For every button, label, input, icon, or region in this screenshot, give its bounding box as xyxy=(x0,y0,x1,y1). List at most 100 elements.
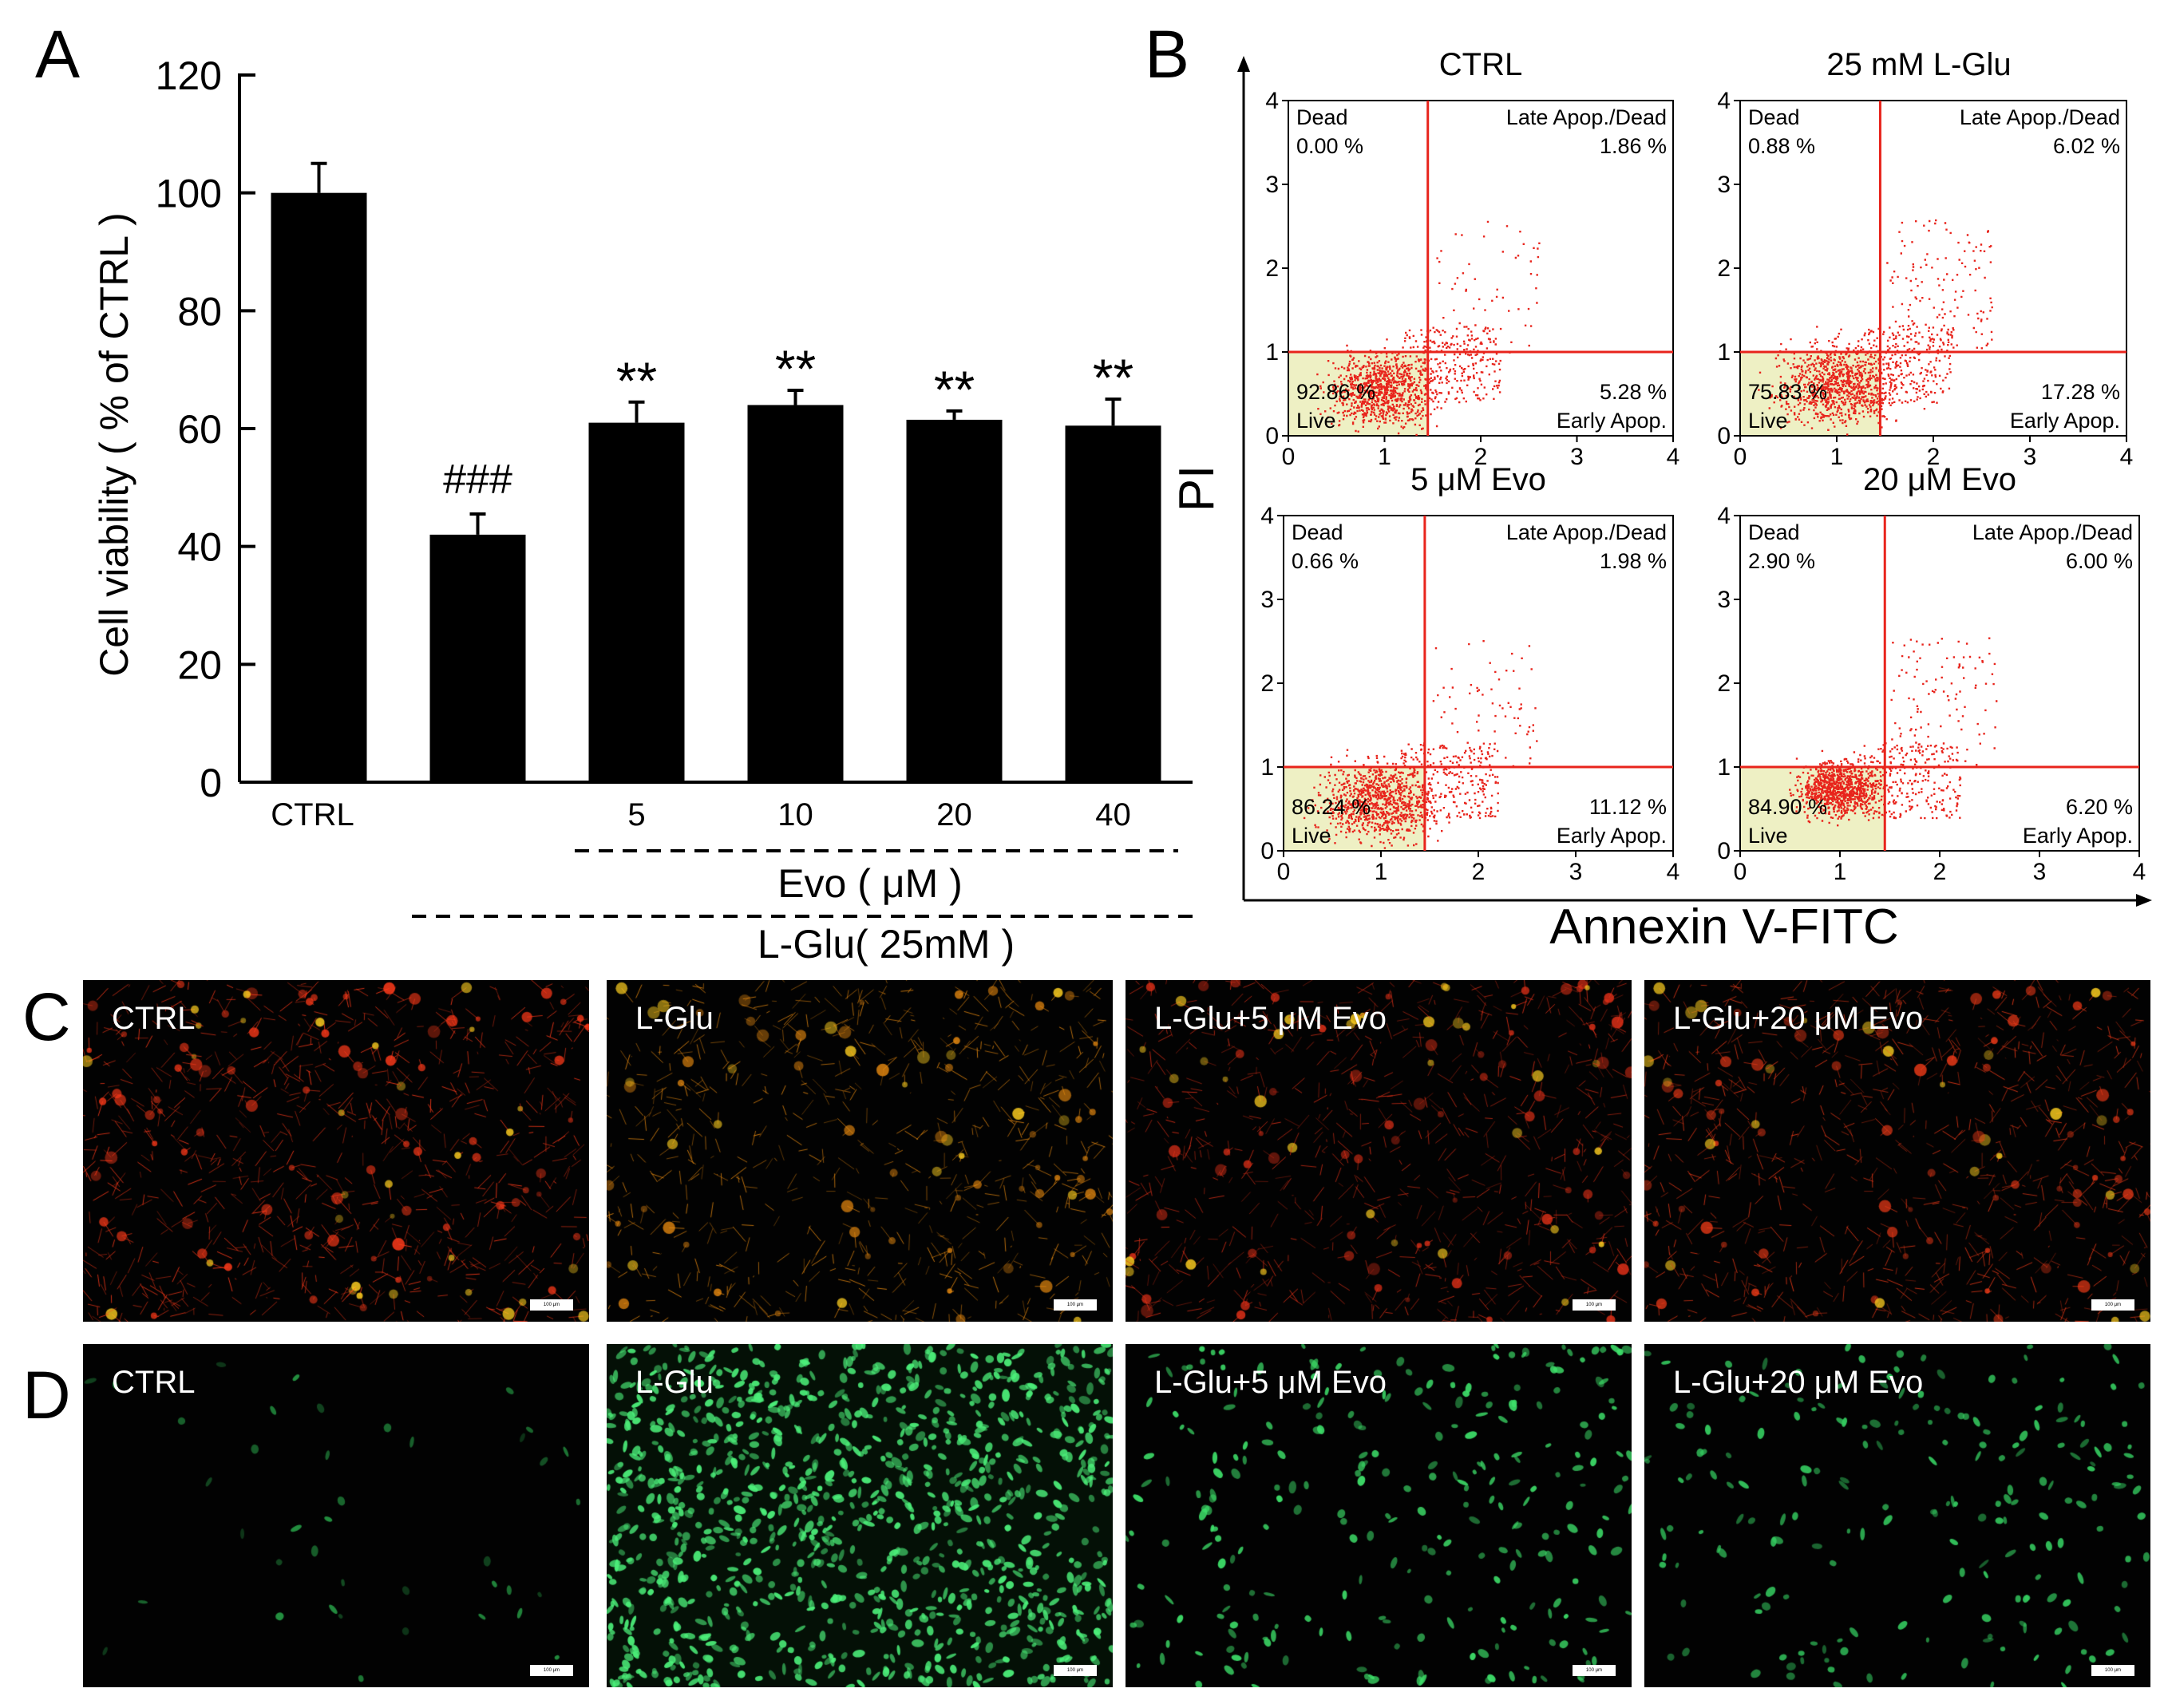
flow-plot-title: CTRL xyxy=(1439,47,1522,82)
flow-plot: 00 1 1 2 2 3 3 4 4 Dead 2.90 % Late Apop./Dead 6.00 … xyxy=(1717,503,2146,885)
micro-c-lglu: L-Glu 100 μm xyxy=(607,980,1113,1322)
image-label: CTRL xyxy=(112,1365,196,1400)
scale-bar: 100 μm xyxy=(2091,1665,2134,1676)
quadrant-dead-label: Dead xyxy=(1748,520,1800,544)
scale-bar: 100 μm xyxy=(1054,1665,1097,1676)
quadrant-dead-value: 0.00 % xyxy=(1296,134,1363,158)
quadrant-early-value: 17.28 % xyxy=(2041,380,2120,404)
significance-mark: ** xyxy=(775,339,816,398)
y-tick-label: 0 xyxy=(200,761,222,805)
x-tick-label: 1 xyxy=(1375,859,1388,885)
x-tick-label: 40 xyxy=(1095,797,1131,832)
micro-c-evo20: L-Glu+20 μM Evo 100 μm xyxy=(1644,980,2150,1322)
x-tick-label: 3 xyxy=(1569,859,1583,885)
image-label: L-Glu+20 μM Evo xyxy=(1673,1365,1924,1400)
bar xyxy=(747,405,844,782)
live-gate-fill xyxy=(1288,352,1428,436)
quadrant-early-label: Early Apop. xyxy=(1557,824,1667,848)
plot-frame xyxy=(1739,100,2127,437)
fluorescence-image xyxy=(607,980,1113,1322)
micro-d-evo20: L-Glu+20 μM Evo 100 μm xyxy=(1644,1344,2150,1687)
y-tick-label: 4 xyxy=(1717,88,1731,114)
live-gate-fill xyxy=(1284,767,1425,851)
x-tick-label: 0 xyxy=(1734,859,1747,885)
image-label: CTRL xyxy=(112,1001,196,1036)
y-tick-label: 3 xyxy=(1265,172,1279,198)
quadrant-early-label: Early Apop. xyxy=(2010,409,2120,433)
quadrant-late-label: Late Apop./Dead xyxy=(1960,105,2120,129)
quadrant-dead-label: Dead xyxy=(1748,105,1800,129)
scale-bar: 100 μm xyxy=(530,1665,573,1676)
y-tick-label: 60 xyxy=(177,407,222,452)
x-tick-label: 3 xyxy=(2024,444,2037,470)
y-tick-label: 120 xyxy=(156,53,222,98)
x-tick-label: 2 xyxy=(1933,859,1947,885)
quadrant-early-label: Early Apop. xyxy=(1557,409,1667,433)
y-tick-label: 1 xyxy=(1260,754,1274,781)
cell-viability-bar-chart: 0 20 40 60 80 100 120 Cell viability ( % of CTR… xyxy=(92,53,1194,967)
event-points xyxy=(1316,220,1541,437)
quadrant-early-value: 5.28 % xyxy=(1600,380,1667,404)
y-tick-label: 40 xyxy=(177,525,222,570)
x-tick-label: CTRL xyxy=(271,797,354,832)
x-tick-label: 1 xyxy=(1830,444,1844,470)
bar xyxy=(271,192,367,782)
micro-d-evo5: L-Glu+5 μM Evo 100 μm xyxy=(1126,1344,1632,1687)
scale-bar: 100 μm xyxy=(1054,1299,1097,1311)
y-tick-label: 4 xyxy=(1265,88,1279,114)
micro-d-lglu: L-Glu 100 μm xyxy=(607,1344,1113,1687)
x-tick-label: 2 xyxy=(1472,859,1486,885)
y-tick-label: 2 xyxy=(1260,670,1274,697)
quadrant-late-value: 6.00 % xyxy=(2066,549,2133,573)
micro-d-ctrl: CTRL 100 μm xyxy=(83,1344,589,1687)
image-label: L-Glu xyxy=(635,1001,714,1036)
significance-mark: ** xyxy=(934,360,975,419)
panel-letter-b: B xyxy=(1145,17,1190,92)
event-points xyxy=(1758,219,1993,436)
image-label: L-Glu+5 μM Evo xyxy=(1154,1365,1387,1400)
y-tick-label: 0 xyxy=(1717,423,1731,449)
bar xyxy=(906,419,1003,782)
quadrant-late-label: Late Apop./Dead xyxy=(1506,105,1667,129)
y-tick-label: 0 xyxy=(1717,838,1731,864)
fluorescence-image xyxy=(1126,1344,1632,1687)
quadrant-live-label: Live xyxy=(1748,824,1788,848)
panel-letter-c: C xyxy=(22,979,71,1054)
x-tick-label: 4 xyxy=(2133,859,2146,885)
quadrant-late-label: Late Apop./Dead xyxy=(1506,520,1667,544)
lglu-group-label: L-Glu( 25mM ) xyxy=(758,922,1015,967)
quadrant-live-value: 86.24 % xyxy=(1292,795,1371,819)
quadrant-dead-value: 0.66 % xyxy=(1292,549,1359,573)
y-tick-label: 0 xyxy=(1265,423,1279,449)
y-tick-label: 3 xyxy=(1717,587,1731,613)
significance-mark: ### xyxy=(443,457,512,503)
significance-mark: ** xyxy=(1093,348,1133,407)
y-tick-label: 2 xyxy=(1717,255,1731,282)
plot-frame xyxy=(1283,515,1674,852)
quadrant-live-label: Live xyxy=(1748,409,1788,433)
quadrant-dead-label: Dead xyxy=(1296,105,1348,129)
x-tick-label: 0 xyxy=(1734,444,1747,470)
bar xyxy=(588,422,685,782)
x-tick-label: 1 xyxy=(1834,859,1847,885)
quadrant-live-value: 92.86 % xyxy=(1296,380,1375,404)
bar xyxy=(1065,425,1161,782)
x-tick-label: 5 xyxy=(627,797,645,832)
micro-c-ctrl: CTRL 100 μm xyxy=(83,980,589,1322)
quadrant-live-value: 84.90 % xyxy=(1748,795,1827,819)
flow-plot: 00 1 1 2 2 3 3 4 4 Dead 0.88 % Late Apop./Dead 6.02 … xyxy=(1717,88,2133,470)
quadrant-early-value: 6.20 % xyxy=(2066,795,2133,819)
y-tick-label: 3 xyxy=(1260,587,1274,613)
live-gate-fill xyxy=(1740,767,1885,851)
x-tick-label: 0 xyxy=(1277,859,1291,885)
flow-plot-title: 20 μM Evo xyxy=(1863,462,2016,497)
quadrant-late-value: 1.98 % xyxy=(1600,549,1667,573)
quadrant-late-label: Late Apop./Dead xyxy=(1972,520,2133,544)
image-label: L-Glu xyxy=(635,1365,714,1400)
annexin-axis-arrow xyxy=(2136,894,2152,907)
y-tick-label: 20 xyxy=(177,642,222,687)
event-points xyxy=(1303,640,1538,849)
flow-plot: 00 1 1 2 2 3 3 4 4 Dead 0.00 % Late Apop./Dead 1.86 … xyxy=(1265,88,1679,470)
fluorescence-image xyxy=(1126,980,1632,1322)
flow-plot-title: 25 mM L-Glu xyxy=(1826,47,2011,82)
